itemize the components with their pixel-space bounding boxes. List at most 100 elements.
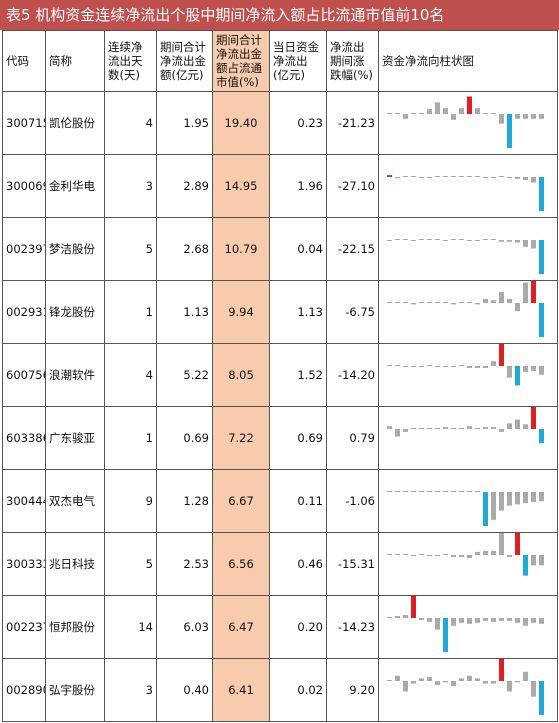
cell-pct: 7.22 [212, 406, 270, 470]
sparkline-bar [499, 344, 504, 366]
sparkline-bar [443, 240, 448, 241]
cell-name: 弘宇股份 [45, 658, 105, 722]
sparkline-bar [523, 114, 528, 119]
sparkline-bar [539, 114, 544, 119]
sparkline-bar [531, 240, 536, 249]
sparkline-bar [475, 303, 480, 305]
cell-today: 1.96 [269, 154, 327, 218]
sparkline-bar [507, 366, 512, 378]
cell-chg: -14.23 [326, 595, 379, 659]
sparkline-bar [459, 678, 464, 681]
cell-today: 0.04 [269, 217, 327, 281]
sparkline-chart [387, 344, 544, 386]
sparkline-bar [387, 175, 392, 177]
sparkline-bar [467, 426, 472, 429]
sparkline-bar [443, 427, 448, 429]
sparkline-bar [475, 240, 480, 241]
sparkline-bar [459, 108, 464, 114]
sparkline-bar [491, 427, 496, 429]
cell-chg: -14.20 [326, 343, 379, 407]
header-today: 当日资金净流出(亿元) [269, 30, 327, 92]
sparkline-bar [451, 681, 456, 687]
sparkline-bar [491, 681, 496, 684]
cell-name: 锋龙股份 [45, 280, 105, 344]
sparkline-bar [387, 302, 392, 303]
sparkline-bar [387, 240, 392, 241]
cell-code: 002397 [2, 217, 46, 281]
cell-pct: 6.67 [212, 469, 270, 533]
sparkline-chart [387, 96, 544, 148]
sparkline-bar [515, 533, 520, 555]
sparkline-bar [531, 114, 536, 119]
sparkline-bar [531, 555, 536, 566]
sparkline-chart [387, 659, 544, 715]
sparkline-bar [427, 365, 432, 366]
sparkline-bar [419, 428, 424, 429]
sparkline-bar [475, 491, 480, 492]
sparkline-bar [523, 492, 528, 504]
cell-sparkline [378, 469, 558, 533]
cell-days: 3 [104, 154, 157, 218]
sparkline-bar [491, 177, 496, 178]
cell-days: 5 [104, 532, 157, 596]
sparkline-bar [387, 491, 392, 492]
sparkline-bar [467, 366, 472, 368]
cell-pct: 10.79 [212, 217, 270, 281]
cell-chg: -1.06 [326, 469, 379, 533]
sparkline-bar [443, 108, 448, 114]
sparkline-bar [539, 492, 544, 502]
sparkline-bar [435, 302, 440, 303]
sparkline-bar [443, 681, 448, 683]
sparkline-bar [451, 176, 456, 177]
sparkline-bar [443, 366, 448, 367]
sparkline-bar [427, 555, 432, 557]
sparkline-bar [467, 618, 472, 624]
cell-today: 1.13 [269, 280, 327, 344]
cell-name: 金利华电 [45, 154, 105, 218]
sparkline-bar [475, 108, 480, 114]
sparkline-bar [395, 113, 400, 114]
sparkline-bar [451, 114, 456, 120]
header-chg: 净流出期间涨跌幅(%) [326, 30, 379, 92]
sparkline-bar [483, 366, 488, 368]
sparkline-bar [459, 491, 464, 492]
cell-chg: -21.23 [326, 91, 379, 155]
sparkline-bar [483, 427, 488, 429]
sparkline-bar [387, 113, 392, 114]
sparkline-bar [427, 109, 432, 114]
sparkline-bar [419, 239, 424, 240]
sparkline-bar [435, 176, 440, 177]
cell-days: 9 [104, 469, 157, 533]
sparkline-bar [435, 681, 440, 685]
cell-name: 凯伦股份 [45, 91, 105, 155]
sparkline-bar [459, 428, 464, 429]
sparkline-bar [539, 177, 544, 211]
sparkline-bar [483, 239, 488, 240]
data-table: 代码 简称 连续净流出天数(天) 期间合计净流出金额(亿元) 期间合计净流出金额… [2, 30, 558, 722]
sparkline-bar [491, 550, 496, 555]
header-pct: 期间合计净流出金额占流通市值(%) [212, 30, 270, 92]
cell-pct: 9.94 [212, 280, 270, 344]
cell-outflow: 6.03 [156, 595, 213, 659]
sparkline-bar [539, 429, 544, 444]
cell-today: 0.23 [269, 91, 327, 155]
sparkline-bar [475, 366, 480, 368]
cell-days: 4 [104, 343, 157, 407]
cell-days: 3 [104, 658, 157, 722]
header-outflow: 期间合计净流出金额(亿元) [156, 30, 213, 92]
sparkline-bar [531, 366, 536, 371]
sparkline-bar [467, 302, 472, 303]
cell-sparkline [378, 658, 558, 722]
cell-code: 603386 [2, 406, 46, 470]
cell-days: 14 [104, 595, 157, 659]
sparkline-bar [507, 177, 512, 178]
sparkline-bar [491, 113, 496, 114]
sparkline-bar [475, 618, 480, 623]
sparkline-bar [427, 239, 432, 240]
sparkline-bar [451, 428, 456, 429]
table-row: 300444双杰电气91.286.670.11-1.06 [2, 469, 558, 533]
cell-code: 300444 [2, 469, 46, 533]
sparkline-bar [483, 113, 488, 114]
sparkline-bar [515, 240, 520, 243]
sparkline-bar [419, 113, 424, 114]
